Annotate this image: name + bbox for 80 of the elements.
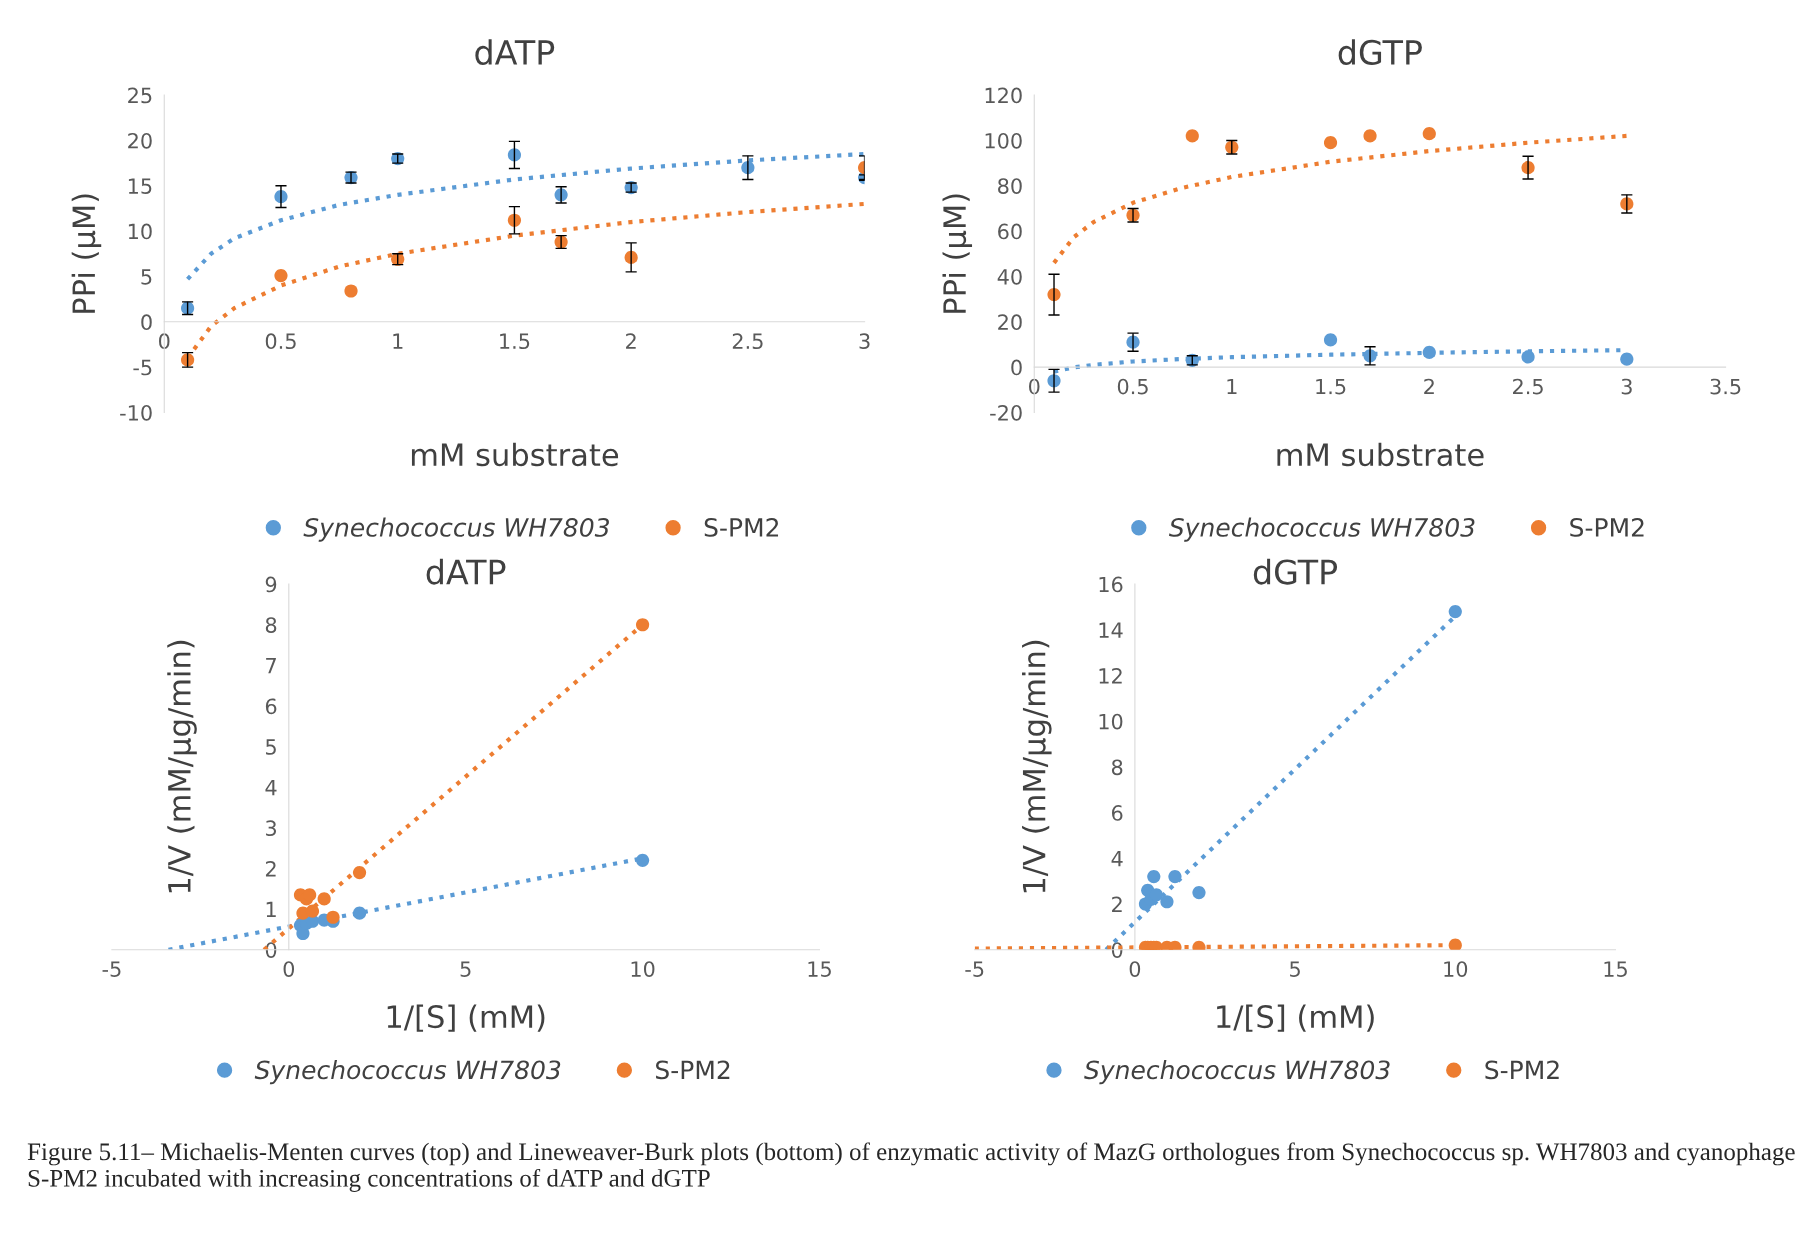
y-tick-label: -20: [990, 404, 1022, 421]
y-tick-label: 5: [141, 269, 152, 285]
y-tick-label: 2: [265, 860, 276, 877]
x-tick-label: 0: [159, 333, 170, 350]
y-tick-label: 20: [128, 132, 152, 149]
y-tick-label: 3: [266, 820, 277, 837]
y-tick-label: 100: [985, 132, 1022, 149]
y-axis-title: PPi (µM): [942, 194, 973, 313]
y-tick-label: 8: [265, 617, 277, 633]
x-tick-label: 15: [1604, 961, 1627, 977]
y-tick-label: 40: [997, 268, 1022, 285]
y-tick-label: 6: [1111, 805, 1123, 821]
y-tick-label: 0: [1011, 359, 1022, 376]
x-tick-label: 0: [1029, 378, 1040, 395]
legend-label: S-PM2: [656, 1060, 730, 1080]
y-tick-label: 8: [1111, 759, 1123, 776]
x-tick-label: 2.5: [1513, 378, 1543, 395]
x-tick-label: 2: [626, 333, 636, 349]
legend-label: Synechococcus WH7803: [254, 1059, 561, 1085]
x-tick-label: 3.5: [1710, 378, 1741, 395]
y-tick-label: 16: [1099, 576, 1123, 593]
x-axis-title: 1/[S] (mM): [1217, 1004, 1374, 1032]
y-tick-label: 80: [998, 178, 1022, 194]
legend-label: Synechococcus WH7803: [303, 517, 609, 542]
y-tick-label: 60: [998, 223, 1022, 240]
y-tick-label: 15: [128, 178, 152, 194]
legend-label: S-PM2: [704, 517, 779, 537]
y-tick-label: 25: [128, 87, 152, 104]
x-tick-label: 5: [460, 961, 471, 977]
x-tick-label: 0: [1129, 961, 1141, 977]
y-tick-label: 2: [1112, 896, 1122, 912]
x-tick-label: 10: [631, 961, 655, 977]
chart-title: dATP: [475, 39, 555, 66]
x-tick-label: 1: [393, 333, 403, 349]
legend-label: S-PM2: [1570, 517, 1644, 537]
y-tick-label: 7: [266, 658, 276, 674]
y-axis-title: 1/V (mM/µg/min): [1022, 640, 1052, 893]
y-tick-label: 4: [265, 779, 277, 796]
x-tick-label: 0.5: [265, 333, 296, 350]
y-tick-label: 0: [265, 942, 277, 958]
y-tick-label: 5: [266, 739, 276, 755]
x-axis-title: mM substrate: [1277, 442, 1484, 467]
legend-label: S-PM2: [1485, 1060, 1559, 1080]
x-tick-label: 1: [1227, 378, 1237, 395]
caption: Figure 5.11– Michaelis-Menten curves (top) and Lineweaver-Burk plots (bottom) of enzymatic activity of MazG orthologues from Synechococcus sp. WH7803 and cyanophage S-PM2 incubated with increasing concentrations of dATP and dGTP: [27, 1142, 1795, 1192]
y-axis-title: PPi (µM): [71, 194, 102, 313]
x-tick-label: 5: [1290, 961, 1300, 977]
chart-title: dGTP: [1253, 558, 1338, 585]
chart-title: dATP: [426, 558, 506, 585]
x-tick-label: 3: [1621, 378, 1632, 395]
y-tick-label: 14: [1099, 622, 1123, 638]
y-tick-label: 9: [265, 576, 277, 593]
chart-title: dGTP: [1338, 39, 1422, 66]
x-axis-title: 1/[S] (mM): [387, 1004, 545, 1032]
x-tick-label: -5: [965, 961, 984, 977]
y-tick-label: 12: [1099, 668, 1122, 684]
x-tick-label: 1.5: [1316, 378, 1346, 395]
y-tick-label: 1: [266, 901, 276, 918]
y-tick-label: 6: [265, 698, 277, 715]
y-tick-label: 20: [998, 314, 1022, 331]
y-tick-label: 120: [985, 87, 1022, 104]
x-tick-label: -5: [102, 961, 121, 977]
x-tick-label: 2.5: [732, 333, 763, 350]
y-tick-label: -10: [120, 404, 152, 421]
legend-label: Synechococcus WH7803: [1168, 517, 1475, 542]
legend-label: Synechococcus WH7803: [1084, 1059, 1390, 1085]
x-tick-label: 10: [1444, 961, 1468, 977]
y-tick-label: 4: [1111, 851, 1123, 867]
y-tick-label: 0: [141, 314, 152, 331]
y-tick-label: 10: [128, 223, 152, 240]
y-axis-title: 1/V (mM/µg/min): [167, 640, 197, 893]
x-tick-label: 2: [1424, 378, 1434, 395]
x-tick-label: 15: [808, 961, 831, 977]
x-tick-label: 1.5: [500, 333, 530, 350]
x-axis-title: mM substrate: [411, 442, 619, 467]
x-tick-label: 0: [283, 961, 295, 977]
x-tick-label: 3: [859, 333, 870, 350]
y-tick-label: -5: [133, 359, 152, 376]
y-tick-label: 10: [1099, 713, 1123, 730]
x-tick-label: 0.5: [1117, 378, 1148, 395]
